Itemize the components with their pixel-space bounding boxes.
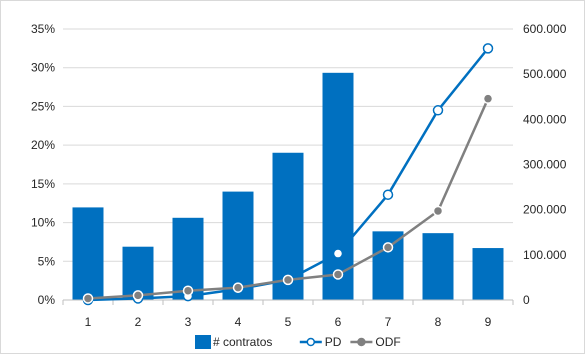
bar-6 (322, 72, 354, 300)
tick-labels: 0% 5% 10% 15% 20% 25% 30% 35% 0 100.000 200.000 300… (31, 22, 567, 329)
point-odf-3 (182, 285, 194, 296)
line-series (82, 43, 494, 306)
point-odf-6 (332, 269, 344, 280)
legend-item-odf: ODF (350, 335, 401, 349)
x-tick-label: 8 (435, 315, 442, 329)
axes (62, 299, 514, 305)
y-left-tick-label: 35% (31, 22, 55, 36)
legend-item--contratos: # contratos (195, 335, 272, 349)
bar-9 (472, 248, 504, 300)
x-tick-label: 5 (285, 315, 292, 329)
x-tick-label: 4 (235, 315, 242, 329)
bar-7 (372, 231, 404, 300)
y-left-tick-label: 0% (38, 293, 56, 307)
point-odf-2 (132, 290, 144, 301)
legend-swatch-marker (306, 337, 316, 347)
x-tick-label: 9 (485, 315, 492, 329)
point-odf-9 (482, 93, 494, 104)
point-odf-4 (232, 282, 244, 293)
y-right-tick-label: 100.000 (523, 248, 567, 262)
bar-1 (72, 207, 104, 300)
legend-swatch-bar (195, 335, 211, 349)
y-left-tick-label: 30% (31, 61, 55, 75)
point-odf-8 (432, 205, 444, 217)
point-pd-6 (332, 248, 344, 259)
y-left-tick-label: 15% (31, 177, 55, 191)
y-left-tick-label: 5% (38, 254, 56, 268)
legend-item-pd: PD (299, 335, 342, 349)
y-right-tick-label: 300.000 (523, 158, 567, 172)
legend-label: ODF (375, 335, 400, 349)
point-pd-7 (382, 189, 394, 200)
point-pd-8 (432, 105, 444, 116)
y-right-tick-label: 600.000 (523, 22, 567, 36)
y-right-tick-label: 0 (523, 293, 530, 307)
legend: # contratos PD ODF (195, 335, 401, 349)
point-odf-1 (82, 293, 94, 304)
legend-label: PD (325, 335, 342, 349)
legend-label: # contratos (213, 335, 272, 349)
y-right-tick-label: 200.000 (523, 203, 567, 217)
bar-8 (422, 233, 454, 300)
y-right-tick-label: 500.000 (523, 67, 567, 81)
x-tick-label: 1 (85, 315, 92, 329)
point-pd-9 (482, 43, 494, 54)
x-tick-label: 2 (135, 315, 142, 329)
legend-swatch-marker (357, 337, 366, 347)
bar-4 (222, 191, 254, 300)
x-tick-label: 3 (185, 315, 192, 329)
y-right-tick-label: 400.000 (523, 112, 567, 126)
point-odf-5 (282, 274, 294, 286)
x-tick-label: 6 (335, 315, 342, 329)
y-left-tick-label: 25% (31, 99, 55, 113)
point-odf-7 (382, 242, 394, 253)
y-left-tick-label: 20% (31, 138, 55, 152)
x-tick-label: 7 (385, 315, 392, 329)
y-left-tick-label: 10% (31, 216, 55, 230)
